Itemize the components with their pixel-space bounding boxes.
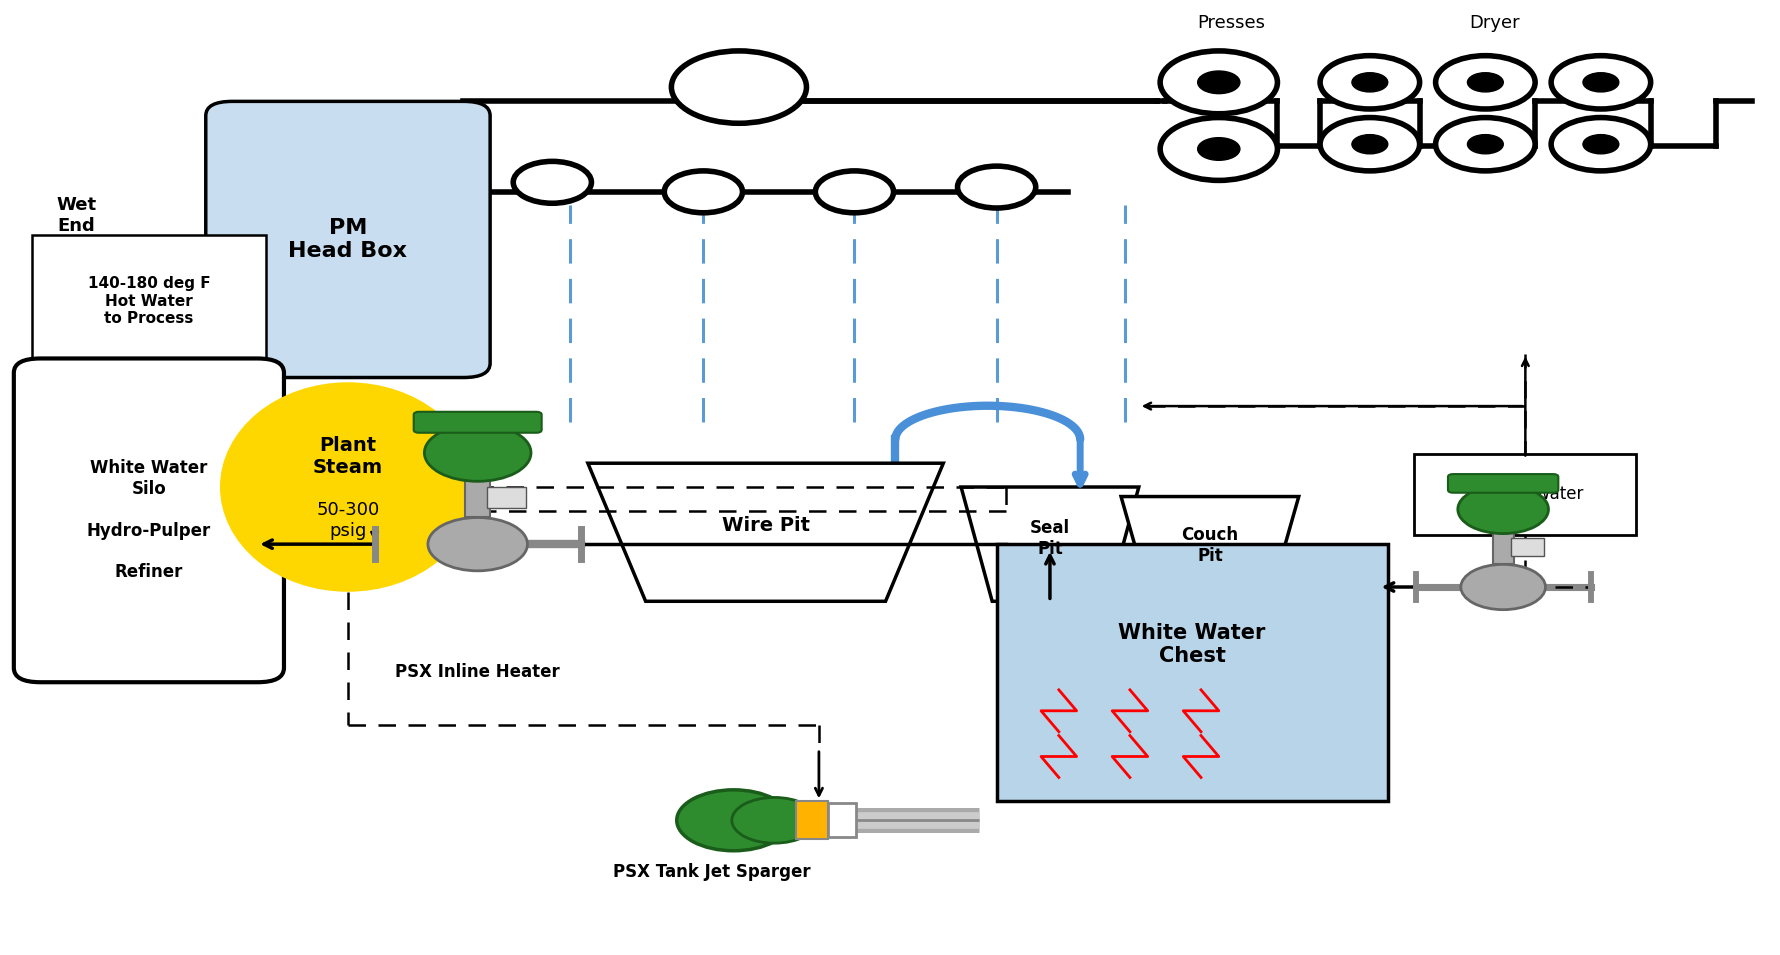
FancyBboxPatch shape bbox=[413, 412, 541, 433]
Circle shape bbox=[671, 51, 806, 123]
Circle shape bbox=[424, 424, 530, 481]
Circle shape bbox=[1582, 73, 1618, 92]
Circle shape bbox=[958, 166, 1036, 208]
Circle shape bbox=[1161, 51, 1278, 114]
Circle shape bbox=[1198, 138, 1241, 160]
Circle shape bbox=[1353, 135, 1388, 154]
FancyBboxPatch shape bbox=[465, 478, 490, 518]
Circle shape bbox=[1582, 135, 1618, 154]
FancyBboxPatch shape bbox=[486, 487, 525, 508]
Circle shape bbox=[1198, 71, 1241, 94]
Ellipse shape bbox=[221, 382, 475, 592]
Text: Wet
End: Wet End bbox=[55, 196, 96, 235]
Circle shape bbox=[513, 161, 591, 203]
Text: Couch
Pit: Couch Pit bbox=[1182, 526, 1239, 565]
Text: PSX Inline Heater: PSX Inline Heater bbox=[395, 663, 561, 681]
Text: Seal
Pit: Seal Pit bbox=[1031, 519, 1070, 558]
Text: 140-180 deg F
Hot Water
to Process: 140-180 deg F Hot Water to Process bbox=[87, 276, 210, 327]
Circle shape bbox=[1467, 73, 1504, 92]
FancyBboxPatch shape bbox=[1415, 454, 1636, 535]
Polygon shape bbox=[587, 463, 943, 602]
Text: PM
Head Box: PM Head Box bbox=[288, 218, 408, 261]
Circle shape bbox=[664, 171, 742, 213]
Circle shape bbox=[1550, 117, 1650, 171]
Polygon shape bbox=[961, 487, 1139, 602]
Text: White Water
Silo

Hydro-Pulper

Refiner: White Water Silo Hydro-Pulper Refiner bbox=[87, 459, 212, 582]
FancyBboxPatch shape bbox=[1447, 474, 1558, 493]
Text: Wire Pit: Wire Pit bbox=[721, 516, 810, 535]
Circle shape bbox=[1550, 55, 1650, 109]
Circle shape bbox=[1436, 117, 1534, 171]
Circle shape bbox=[1321, 55, 1420, 109]
Circle shape bbox=[815, 171, 894, 213]
FancyBboxPatch shape bbox=[997, 544, 1388, 801]
Polygon shape bbox=[1121, 497, 1299, 606]
Circle shape bbox=[732, 797, 817, 843]
Circle shape bbox=[676, 790, 790, 851]
Circle shape bbox=[1461, 564, 1545, 609]
Circle shape bbox=[1161, 117, 1278, 180]
FancyBboxPatch shape bbox=[14, 358, 285, 682]
Text: Presses: Presses bbox=[1198, 14, 1266, 32]
Text: Shower Water: Shower Water bbox=[1467, 485, 1584, 503]
Text: Dryer: Dryer bbox=[1468, 14, 1520, 32]
Circle shape bbox=[1321, 117, 1420, 171]
FancyBboxPatch shape bbox=[206, 101, 490, 377]
Text: Plant
Steam: Plant Steam bbox=[313, 436, 383, 478]
Text: White Water
Chest: White Water Chest bbox=[1118, 623, 1266, 666]
Text: 50-300
psig: 50-300 psig bbox=[317, 501, 379, 540]
FancyBboxPatch shape bbox=[32, 235, 267, 368]
FancyBboxPatch shape bbox=[1511, 539, 1543, 556]
Circle shape bbox=[1458, 485, 1549, 534]
Circle shape bbox=[1436, 55, 1534, 109]
Text: PSX Tank Jet Sparger: PSX Tank Jet Sparger bbox=[614, 863, 812, 881]
FancyBboxPatch shape bbox=[1493, 530, 1513, 564]
FancyBboxPatch shape bbox=[796, 801, 828, 839]
Circle shape bbox=[427, 518, 527, 571]
FancyBboxPatch shape bbox=[828, 803, 856, 838]
Circle shape bbox=[1467, 135, 1504, 154]
Circle shape bbox=[1353, 73, 1388, 92]
